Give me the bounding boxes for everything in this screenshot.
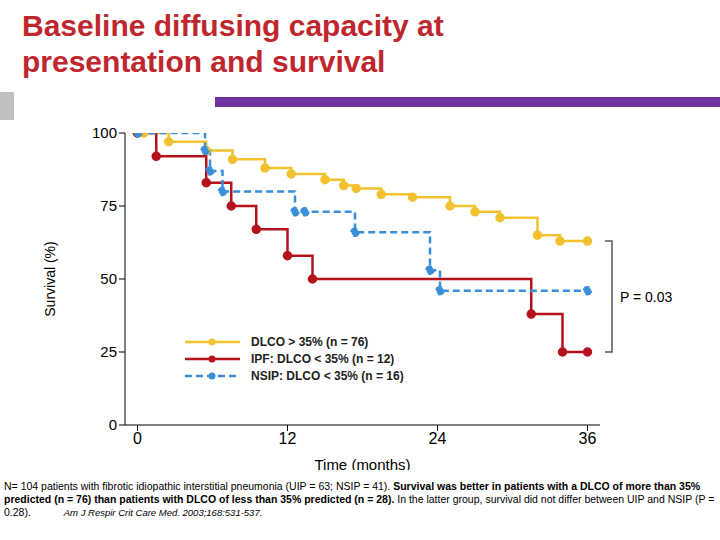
svg-text:75: 75 [100, 197, 117, 214]
svg-text:P = 0.03: P = 0.03 [620, 289, 673, 305]
html-text:Baseline diffusing capacity at: Baseline diffusing capacity at presentat… [22, 9, 444, 78]
svg-text:36: 36 [579, 430, 597, 447]
html-text:N= 104 patients with fibrotic: N= 104 patients with fibrotic idiopathic… [4, 480, 715, 518]
svg-text:0: 0 [109, 416, 117, 433]
svg-text:Time (months): Time (months) [314, 456, 410, 470]
svg-text:25: 25 [100, 343, 117, 360]
svg-text:0: 0 [133, 430, 142, 447]
svg-text:50: 50 [100, 270, 117, 287]
svg-text:Survival (%): Survival (%) [42, 241, 58, 316]
svg-text:24: 24 [429, 430, 447, 447]
svg-text:100: 100 [92, 124, 117, 141]
html-text:DLCO > 35% (n = 76): DLCO > 35% (n = 76) [251, 334, 369, 349]
html-text:IPF: DLCO < 35% (n = 12): IPF: DLCO < 35% (n = 12) [251, 351, 395, 366]
svg-text:12: 12 [279, 430, 297, 447]
html-text:Am J Respir Crit Care Med. 200: Am J Respir Crit Care Med. 2003;168:531-… [63, 507, 263, 518]
html-text:NSIP: DLCO < 35% (n = 16): NSIP: DLCO < 35% (n = 16) [251, 368, 404, 383]
